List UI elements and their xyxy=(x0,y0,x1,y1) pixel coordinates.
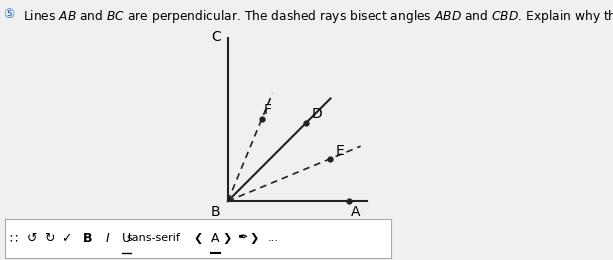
Text: Lines $AB$ and $BC$ are perpendicular. The dashed rays bisect angles $ABD$ and $: Lines $AB$ and $BC$ are perpendicular. T… xyxy=(23,8,613,25)
Text: ↻: ↻ xyxy=(44,232,55,245)
Text: I: I xyxy=(105,232,109,245)
Text: ❮: ❮ xyxy=(193,233,203,244)
Text: ∷: ∷ xyxy=(9,232,17,245)
Text: C: C xyxy=(211,30,221,44)
Text: sans-serif: sans-serif xyxy=(127,233,180,243)
Text: D: D xyxy=(311,107,322,121)
Text: ↺: ↺ xyxy=(27,232,37,245)
Text: F: F xyxy=(264,103,272,116)
Text: E: E xyxy=(335,144,344,158)
Text: ❯: ❯ xyxy=(223,233,232,244)
Text: ✓: ✓ xyxy=(61,232,72,245)
Text: ❯: ❯ xyxy=(249,233,259,244)
Text: ✒: ✒ xyxy=(237,232,248,245)
Text: A: A xyxy=(211,232,219,245)
Text: A: A xyxy=(351,205,360,219)
Text: ⑤: ⑤ xyxy=(3,8,14,21)
Text: ...: ... xyxy=(268,233,279,243)
Text: B: B xyxy=(211,205,221,219)
Text: U: U xyxy=(122,232,131,245)
Text: B: B xyxy=(83,232,93,245)
